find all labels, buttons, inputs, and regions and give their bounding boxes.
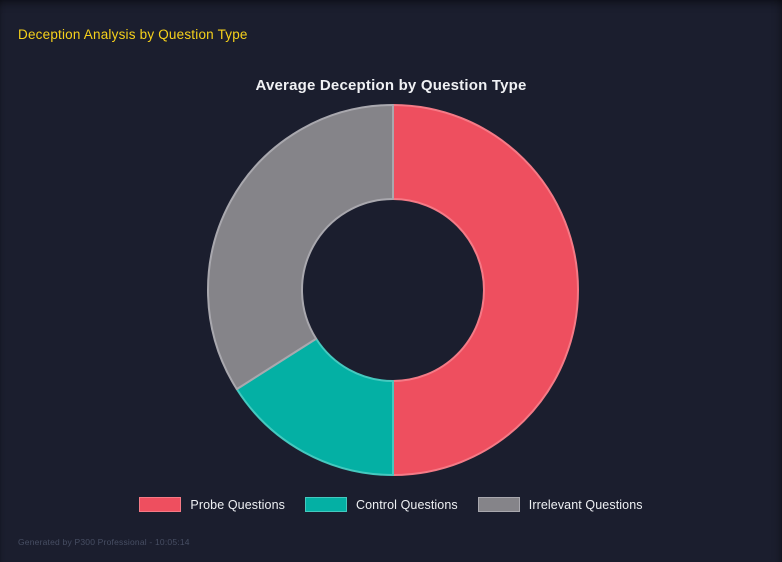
chart-legend: Probe Questions Control Questions Irrele… [0, 497, 782, 512]
legend-item-irrelevant-questions[interactable]: Irrelevant Questions [477, 497, 643, 512]
chart-title: Average Deception by Question Type [255, 77, 527, 94]
legend-swatch-probe [139, 497, 182, 512]
doughnut-svg [207, 104, 579, 476]
arc-segment-1[interactable] [235, 337, 394, 476]
legend-item-control-questions[interactable]: Control Questions [305, 497, 458, 512]
footer-note: Generated by P300 Professional - 10:05:1… [18, 537, 190, 547]
legend-swatch-irrelevant [477, 497, 520, 512]
legend-label: Control Questions [356, 497, 458, 512]
arc-segment-2[interactable] [207, 104, 394, 391]
legend-swatch-control [305, 497, 347, 512]
legend-label: Irrelevant Questions [528, 497, 643, 512]
arc-segment-0[interactable] [392, 104, 579, 476]
legend-item-probe-questions[interactable]: Probe Questions [139, 497, 285, 512]
legend-label: Probe Questions [190, 497, 285, 512]
page-title: Deception Analysis by Question Type [18, 27, 248, 42]
